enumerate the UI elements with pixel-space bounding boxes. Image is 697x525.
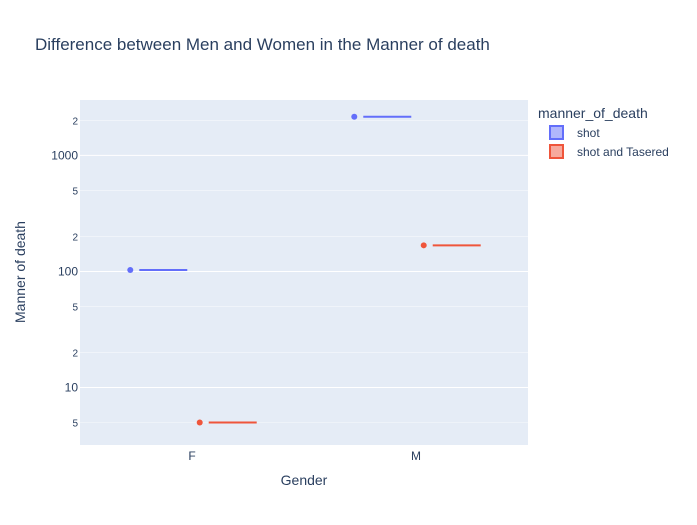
chart-title: Difference between Men and Women in the … (35, 35, 490, 54)
y-minor-tick-label: 2 (72, 116, 78, 127)
y-tick-label: 1000 (51, 148, 78, 162)
y-tick-label: 100 (58, 264, 78, 278)
y-axis-ticks: 10 100 1000 5 2 5 2 5 2 (51, 116, 78, 429)
legend: manner_of_death shot shot and Tasered (538, 105, 669, 159)
point-shot-and-Tasered-F (196, 419, 203, 426)
y-tick-label: 10 (65, 381, 79, 395)
x-tick-label: F (188, 449, 195, 463)
y-minor-tick-label: 2 (72, 349, 78, 360)
y-minor-tick-label: 5 (72, 419, 78, 430)
legend-item-label[interactable]: shot (577, 126, 600, 140)
x-tick-label: M (411, 449, 421, 463)
x-axis-title: Gender (281, 472, 328, 488)
data-marks (127, 113, 481, 426)
y-minor-tick-label: 5 (72, 302, 78, 313)
y-minor-tick-label: 5 (72, 186, 78, 197)
gridlines (80, 120, 528, 423)
point-shot-F (127, 266, 134, 273)
legend-title: manner_of_death (538, 105, 648, 121)
legend-swatch (549, 144, 564, 159)
point-shot-M (351, 113, 358, 120)
point-shot-and-Tasered-M (420, 242, 427, 249)
y-minor-tick-label: 2 (72, 233, 78, 244)
legend-item-label[interactable]: shot and Tasered (577, 145, 669, 159)
legend-swatch (549, 125, 564, 140)
plot-area (80, 100, 528, 445)
y-axis-title: Manner of death (12, 221, 28, 323)
